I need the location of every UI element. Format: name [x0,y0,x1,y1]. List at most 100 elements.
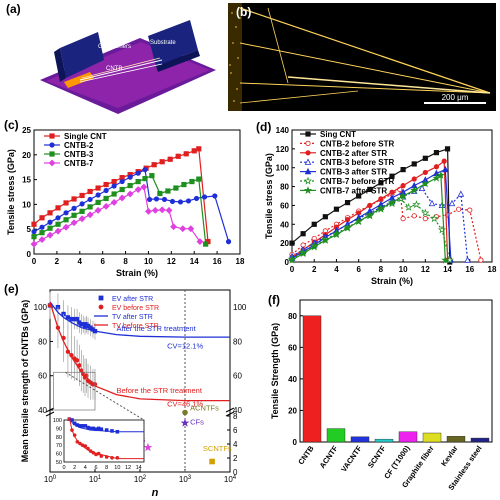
legend-entry: TV after STR [94,314,153,321]
data-point [135,178,141,185]
data-point [127,182,133,189]
data-point [410,185,419,194]
plot-frame [299,299,493,443]
annotation-scntfs: SCNTFs [203,444,232,453]
bar-cntb [302,315,322,443]
inset-x-tick: 6 [94,465,97,471]
data-point [400,183,406,189]
legend-marker [305,140,311,146]
data-point [103,195,109,202]
data-point [343,223,352,232]
legend-marker [48,159,56,167]
data-point [310,242,319,251]
y-axis-label: Tensile stress (GPa) [264,153,274,239]
data-point [111,183,117,189]
data-point [289,240,295,246]
data-point [225,239,232,245]
data-point [437,225,447,234]
data-point [161,196,168,203]
data-point [111,191,117,197]
series-tv-before-str [49,301,230,402]
data-point [63,217,69,223]
panel-e-label: (e) [4,282,19,296]
data-point [87,196,93,203]
plot-frame [33,129,241,255]
panel-a-schematic: Gas barriers Substrate CNTB [20,8,220,116]
legend-label: CNTB-2 [64,141,94,150]
legend-entry: CNTB-2 after STR [300,149,387,158]
data-point [103,187,109,194]
data-point [142,167,148,173]
data-point [71,196,77,202]
data-point [74,316,80,322]
data-point [63,210,69,216]
series-line [291,188,482,261]
legend-marker [303,186,313,194]
y-tick-label-right: 8 [233,412,238,421]
series-cntb-2-before-str [289,186,484,263]
data-point [376,203,386,212]
bar-graphite-fiber [422,432,442,443]
x-category-label: SCNTF [366,444,388,470]
data-point [191,148,197,154]
data-point [71,205,77,211]
panel-a-label: (a) [6,2,21,16]
scale-bar-label: 200 μm [442,93,469,102]
x-axis-label: n [152,487,159,499]
legend-entry: CNTB-7 after STR [300,186,387,195]
y-tick-label: 120 [276,145,290,154]
gas-barriers-annotation: Gas barriers [98,44,131,50]
legend-label: EV after STR [112,296,153,303]
data-point [421,208,430,217]
annotation-cv-before: CV=46.1% [167,400,203,409]
legend-marker [98,295,104,301]
data-point [55,221,61,227]
inset-curve [68,417,144,433]
data-point [189,178,195,185]
data-point [111,178,117,185]
x-tick-label: 8 [123,257,128,266]
x-tick-label: 12 [421,265,430,274]
inset-point [83,444,88,448]
data-point [183,151,189,157]
data-point [39,230,45,236]
y-tick-label: 80 [38,337,47,346]
series-line [291,168,452,261]
data-point [456,206,462,212]
data-point [70,219,78,227]
inset-y-tick: 80 [56,435,62,441]
x-tick-label: 2 [312,265,317,274]
data-point [46,231,54,239]
data-point [87,188,93,195]
bar-vacntf [350,436,370,443]
data-point [119,186,125,193]
legend-label: TV after STR [112,314,153,321]
y-tick-label: 5 [27,225,32,234]
data-point [167,156,173,162]
legend-marker [304,158,312,165]
data-point [311,221,317,227]
series-acntfs [182,409,188,416]
x-tick-label: 2 [55,257,60,266]
data-point [436,170,446,179]
legend-entry: EV before STR [98,304,159,312]
data-point [322,214,328,220]
y-tick-label: 40 [288,375,297,384]
data-point [153,196,160,202]
legend-label: Single CNT [64,132,107,141]
data-point [398,191,408,200]
data-point [404,202,413,211]
plot-frame [291,129,493,263]
data-point [95,199,101,206]
data-point [332,230,341,239]
data-point [31,234,37,240]
legend-entry: CNTB-2 [44,141,94,150]
x-tick-label: 8 [379,265,384,274]
x-tick-label: 103 [179,475,192,484]
data-point [400,167,406,173]
y-tick-label: 60 [280,201,289,210]
data-point [298,249,308,258]
data-point [103,181,109,188]
series-line [291,174,446,261]
legend-label: CNTB-2 after STR [320,149,387,158]
